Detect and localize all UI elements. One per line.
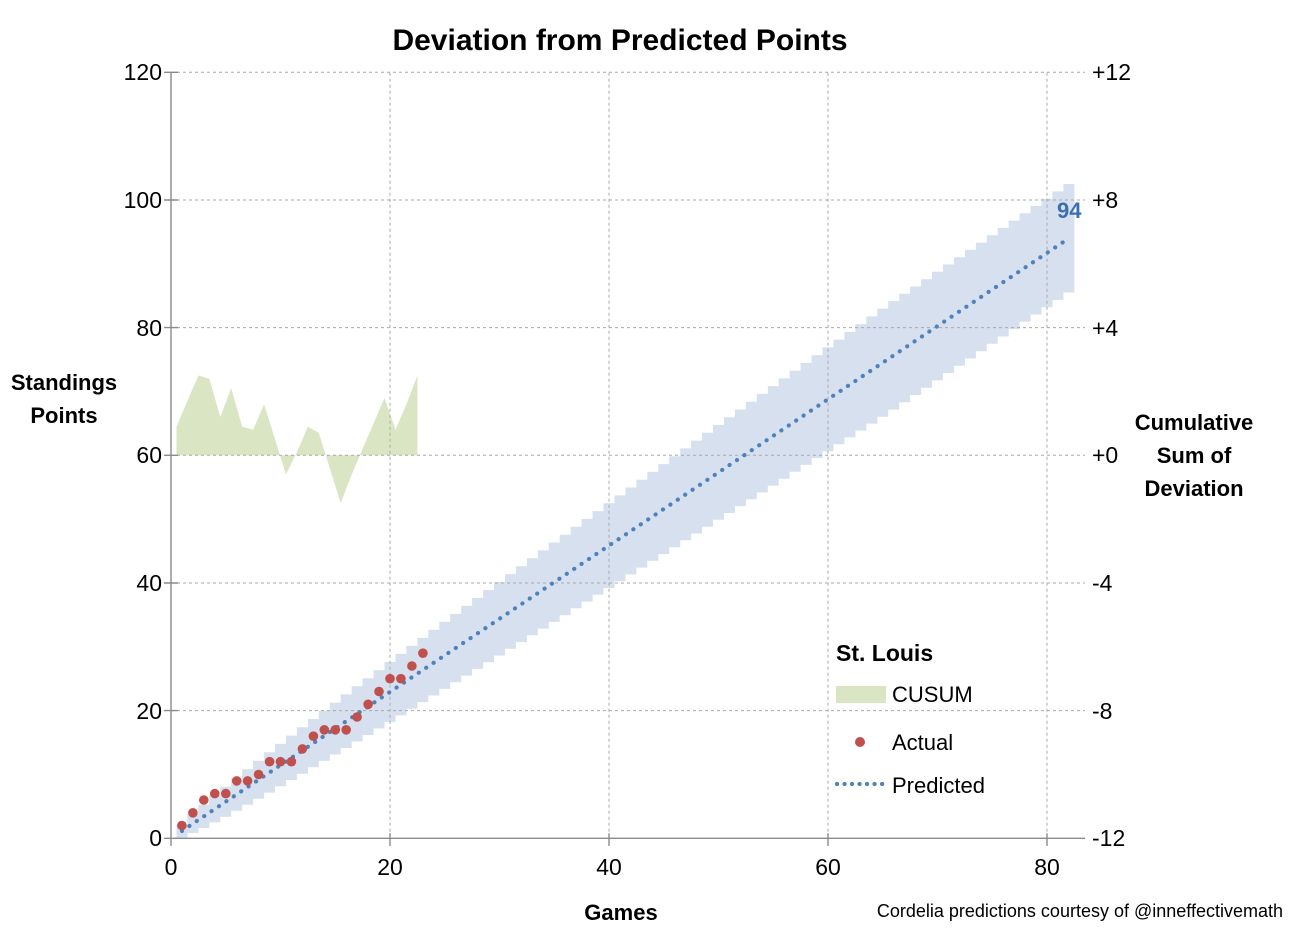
cusum-area-swatch — [836, 686, 886, 703]
actual-point — [253, 769, 264, 780]
actual-dot-swatch — [855, 737, 865, 747]
y-left-tick-label: 0 — [149, 825, 162, 851]
y-axis-left-title-line2: Points — [30, 403, 98, 428]
x-tick-label: 20 — [377, 854, 403, 880]
actual-point — [231, 776, 242, 786]
x-tick-label: 40 — [596, 854, 622, 880]
x-tick-label: 0 — [164, 854, 178, 880]
y-left-tick-label: 120 — [123, 59, 162, 85]
actual-point — [407, 661, 417, 671]
actual-point — [264, 756, 275, 767]
actual-point — [199, 795, 209, 805]
actual-point — [352, 712, 362, 722]
actual-point — [363, 699, 373, 710]
y-left-tick-label: 80 — [136, 315, 162, 341]
y-right-tick-label: -8 — [1092, 698, 1113, 724]
actual-point — [188, 808, 198, 818]
y-right-tick-label: -4 — [1092, 570, 1113, 596]
legend-heading: St. Louis — [836, 640, 934, 666]
y-left-tick-label: 100 — [123, 187, 162, 213]
actual-point — [418, 648, 428, 658]
y-axis-right-title-line3: Deviation — [1144, 476, 1244, 501]
actual-point — [385, 673, 395, 684]
y-axis-right-title-line1: Cumulative — [1134, 410, 1254, 435]
actual-point — [330, 725, 341, 735]
actual-point — [319, 725, 330, 735]
y-right-tick-label: +12 — [1092, 59, 1132, 85]
actual-point — [374, 686, 384, 697]
y-axis-left-title-line1: Standings — [10, 370, 118, 395]
y-right-tick-label: -12 — [1092, 825, 1126, 851]
predicted-line — [179, 236, 1072, 834]
x-axis-title: Games — [584, 900, 658, 925]
gridlines — [171, 71, 1085, 839]
y-right-tick-label: +0 — [1092, 442, 1119, 468]
predicted-line-swatch — [834, 781, 886, 787]
actual-point — [210, 788, 220, 799]
actual-point — [308, 731, 319, 741]
actual-point — [177, 820, 187, 831]
y-right-tick-label: +8 — [1092, 187, 1119, 213]
actual-point — [242, 776, 253, 786]
actual-point — [341, 725, 352, 735]
legend-item-predicted: Predicted — [892, 773, 985, 798]
actual-point — [275, 756, 286, 767]
attribution-text: Cordelia predictions courtesy of @inneff… — [876, 901, 1283, 921]
y-right-tick-label: +4 — [1092, 315, 1119, 341]
actual-point — [286, 756, 297, 767]
actual-point — [297, 744, 308, 754]
y-left-tick-label: 60 — [136, 442, 162, 468]
x-tick-label: 60 — [815, 854, 841, 880]
y-axis-right-title-line2: Sum of — [1156, 443, 1232, 468]
actual-point — [221, 788, 231, 799]
axis-lines — [164, 71, 1085, 846]
legend-item-cusum: CUSUM — [892, 682, 973, 707]
y-axis-left-title: Standings Points — [2, 366, 126, 432]
y-left-tick-label: 20 — [136, 698, 162, 724]
y-left-tick-label: 40 — [136, 570, 162, 596]
predicted-end-value-label: 94 — [1057, 198, 1082, 223]
y-axis-right-title: Cumulative Sum of Deviation — [1124, 406, 1264, 505]
x-tick-label: 80 — [1034, 854, 1060, 880]
cusum-area — [176, 375, 418, 504]
chart-title: Deviation from Predicted Points — [392, 24, 848, 57]
legend-item-actual: Actual — [892, 730, 954, 755]
actual-point — [396, 673, 406, 684]
